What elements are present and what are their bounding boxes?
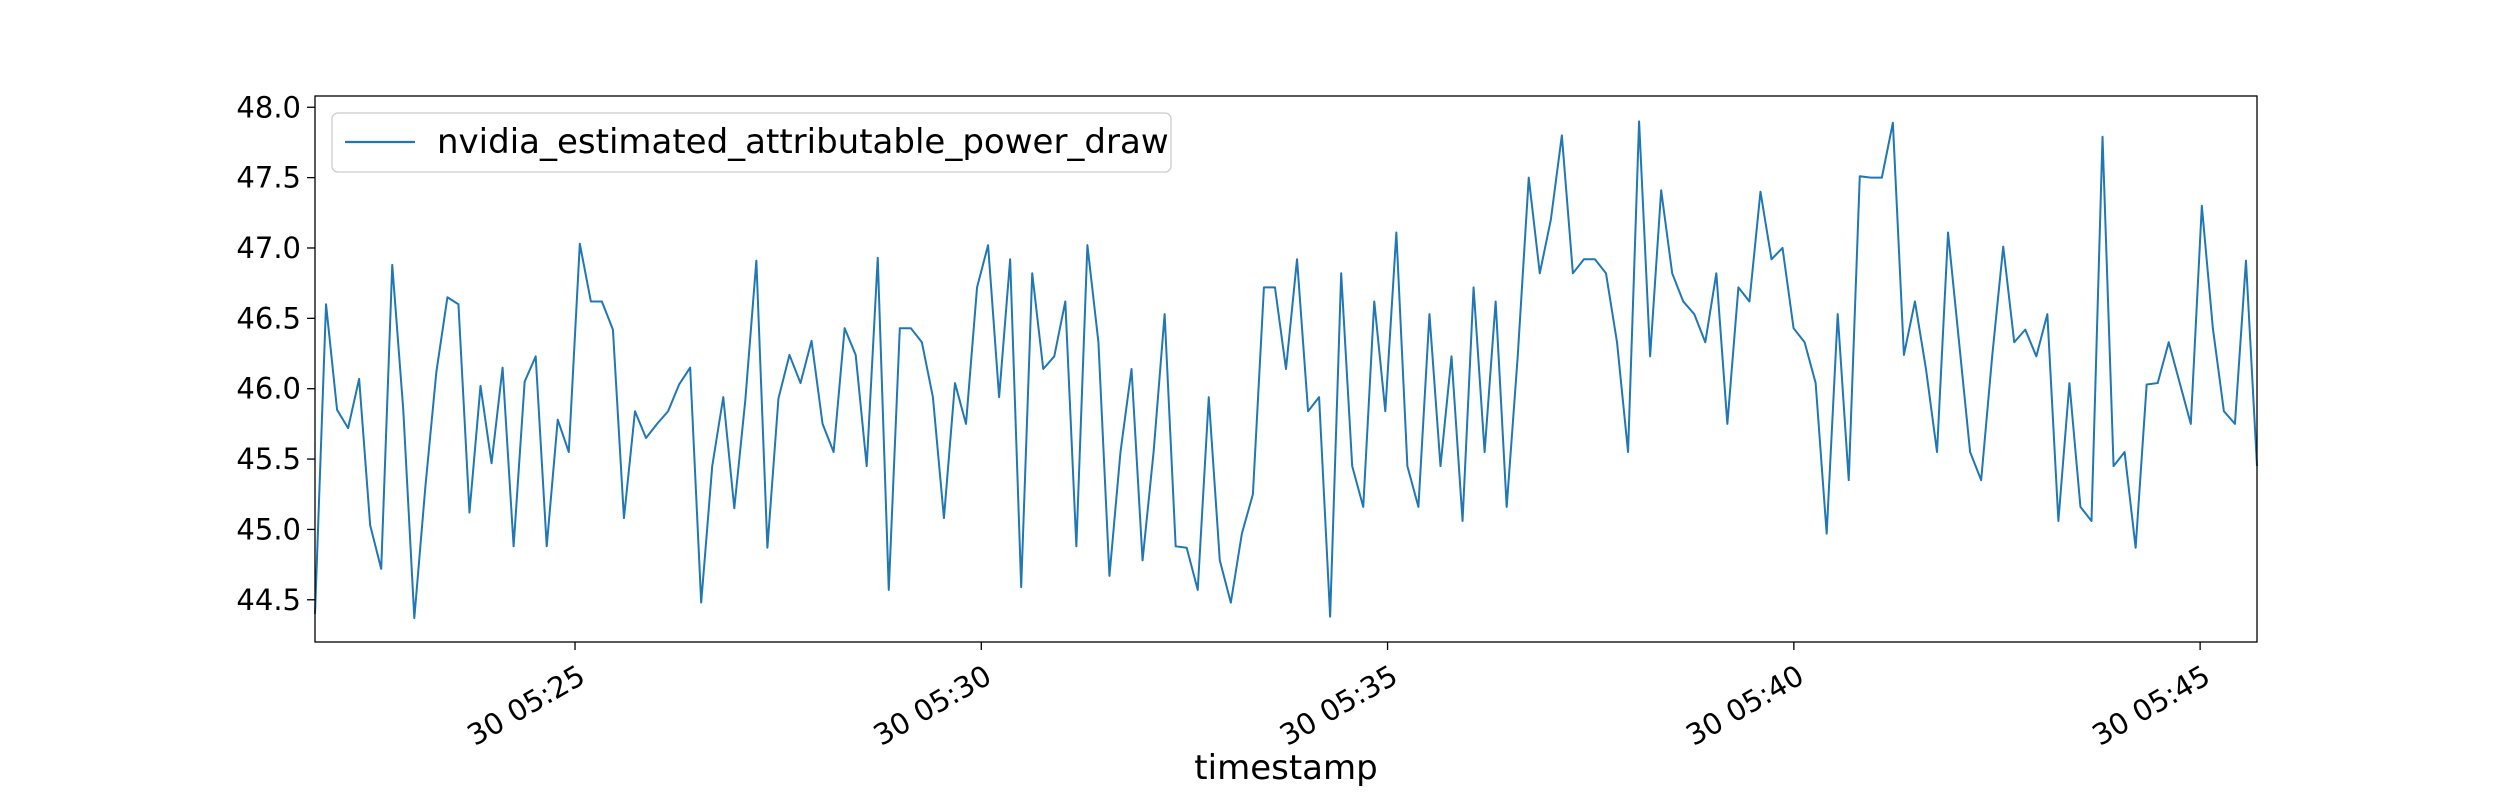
- legend-box: [331, 112, 1172, 173]
- y-tick-label: 46.5: [236, 301, 301, 335]
- y-axis: 44.5 45.0 45.5 46.0 46.5 47.0 47.5 48.0: [236, 90, 315, 617]
- x-axis: 30 05:25 30 05:30 30 05:35 30 05:40 30 05:45: [461, 642, 2216, 752]
- y-tick-label: 47.5: [236, 161, 301, 195]
- plot-area: [314, 120, 2258, 620]
- x-tick-label: 30 05:45: [2086, 658, 2215, 752]
- x-tick-label: 30 05:25: [461, 658, 590, 752]
- y-tick-label: 45.5: [236, 442, 301, 476]
- y-tick-label: 44.5: [236, 583, 301, 617]
- x-axis-title: timestamp: [1194, 748, 1377, 788]
- y-tick-label: 46.0: [236, 372, 301, 406]
- x-tick-label: 30 05:40: [1680, 658, 1809, 752]
- y-tick-label: 47.0: [236, 231, 301, 265]
- legend: nvidia_estimated_attributable_power_draw: [331, 112, 1172, 173]
- axes-frame: [314, 95, 2258, 643]
- x-tick-label: 30 05:35: [1274, 658, 1403, 752]
- legend-label: nvidia_estimated_attributable_power_draw: [437, 122, 1169, 162]
- x-tick-label: 30 05:30: [868, 658, 997, 752]
- y-tick-label: 48.0: [236, 90, 301, 124]
- y-tick-label: 45.0: [236, 512, 301, 546]
- series-line: [314, 120, 2258, 620]
